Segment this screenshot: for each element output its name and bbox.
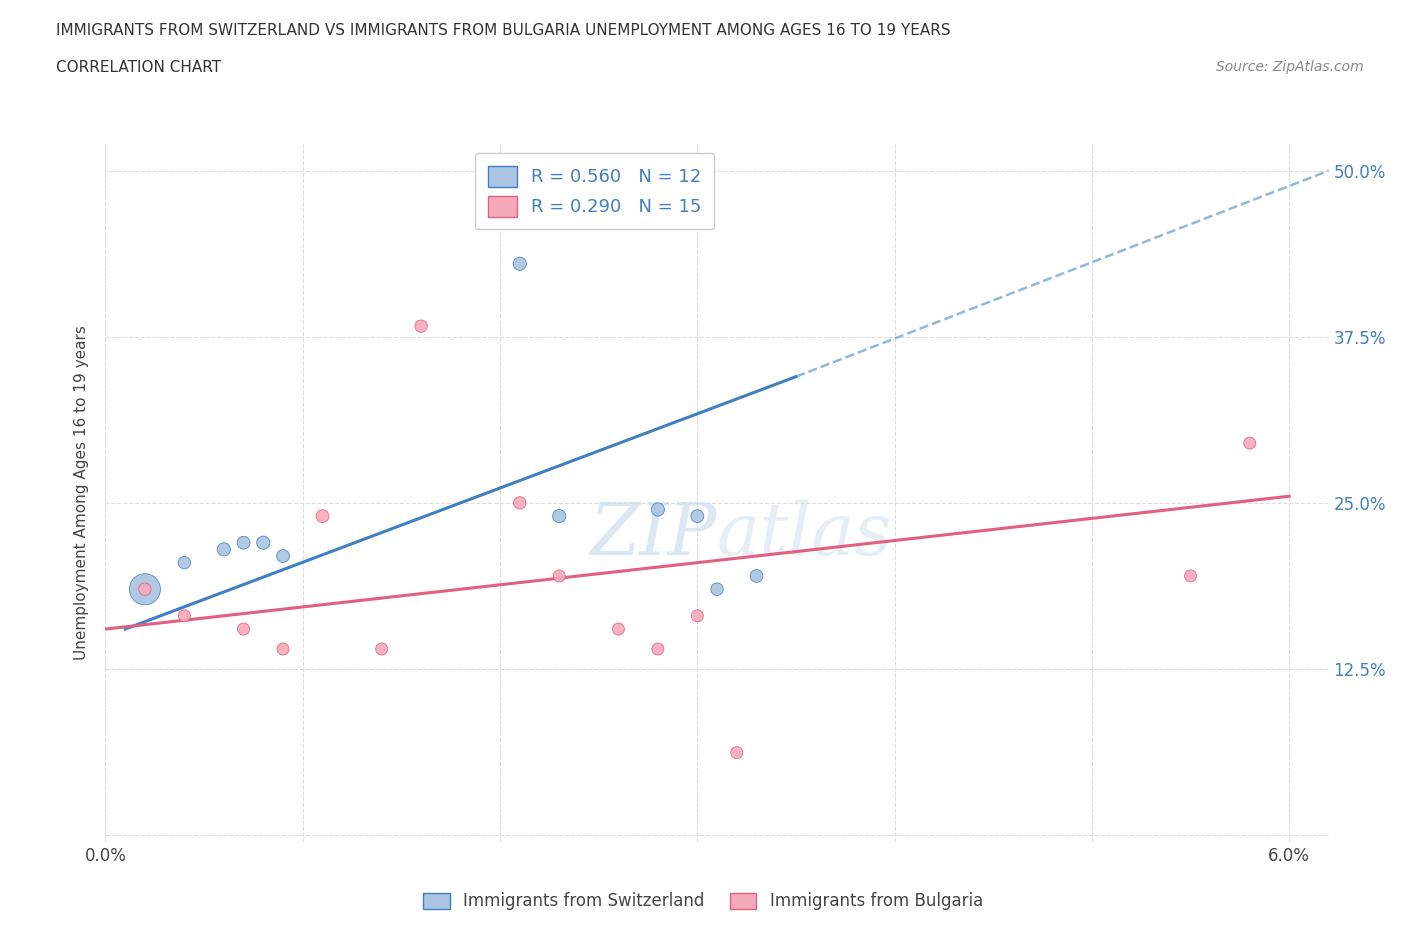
Text: CORRELATION CHART: CORRELATION CHART (56, 60, 221, 75)
Point (686, 608, 709, 623)
Point (252, 536, 274, 551)
Point (548, 509, 571, 524)
Legend: Immigrants from Switzerland, Immigrants from Bulgaria: Immigrants from Switzerland, Immigrants … (416, 885, 990, 917)
Point (607, 621, 630, 636)
Text: IMMIGRANTS FROM SWITZERLAND VS IMMIGRANTS FROM BULGARIA UNEMPLOYMENT AMONG AGES : IMMIGRANTS FROM SWITZERLAND VS IMMIGRANT… (56, 23, 950, 38)
Text: ZIP: ZIP (589, 499, 717, 570)
Text: atlas: atlas (717, 499, 893, 570)
Text: Source: ZipAtlas.com: Source: ZipAtlas.com (1216, 60, 1364, 74)
Point (1239, 435, 1261, 450)
Point (1180, 568, 1202, 583)
Point (173, 608, 195, 623)
Point (706, 582, 728, 597)
Point (271, 549, 294, 564)
Point (232, 536, 254, 551)
Point (134, 582, 156, 597)
Point (212, 542, 235, 557)
Legend: R = 0.560   N = 12, R = 0.290   N = 15: R = 0.560 N = 12, R = 0.290 N = 15 (475, 153, 714, 229)
Point (647, 502, 669, 517)
Point (509, 496, 531, 511)
Point (509, 257, 531, 272)
Point (548, 568, 571, 583)
Point (686, 509, 709, 524)
Point (745, 568, 768, 583)
Point (271, 642, 294, 657)
Point (647, 642, 669, 657)
Point (173, 555, 195, 570)
Point (311, 509, 333, 524)
Point (370, 642, 392, 657)
Y-axis label: Unemployment Among Ages 16 to 19 years: Unemployment Among Ages 16 to 19 years (75, 326, 90, 660)
Point (134, 582, 156, 597)
Point (725, 745, 748, 760)
Point (232, 621, 254, 636)
Point (411, 319, 433, 334)
